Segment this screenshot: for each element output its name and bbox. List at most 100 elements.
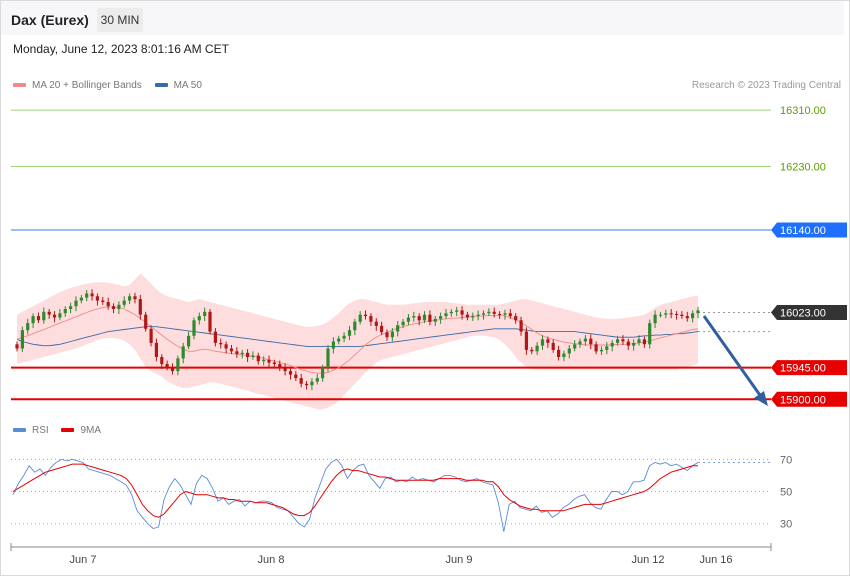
candle-body	[299, 378, 303, 384]
candle-body	[412, 316, 416, 318]
candle-body	[154, 342, 158, 357]
candle-body	[675, 314, 679, 315]
candle-body	[691, 313, 695, 319]
candle-body	[160, 357, 164, 365]
rsi-tick-label: 30	[780, 519, 792, 531]
candle-body	[503, 313, 507, 315]
candle-body	[610, 342, 614, 347]
candle-body	[26, 323, 30, 331]
candle-body	[658, 314, 663, 316]
legend-label-rsi: RSI	[32, 425, 49, 436]
candle-body	[374, 321, 378, 326]
candle-body	[251, 355, 255, 357]
candle-body	[106, 302, 110, 307]
candle-body	[278, 364, 282, 368]
candle-body	[481, 313, 486, 315]
candle-body	[192, 320, 196, 336]
candle-body	[347, 330, 352, 336]
candle-body	[353, 321, 357, 331]
candle-body	[133, 296, 137, 300]
candle-body	[122, 300, 126, 305]
candle-body	[52, 314, 57, 318]
candle-body	[63, 309, 67, 314]
candle-body	[47, 311, 51, 315]
candle-body	[594, 344, 598, 352]
time-tick-label: Jun 16	[699, 554, 732, 566]
candle-body	[439, 316, 443, 319]
candle-body	[315, 378, 319, 382]
candle-body	[203, 311, 207, 316]
level-tag-16140-00	[771, 222, 847, 238]
candle-body	[573, 344, 577, 349]
candle-body	[369, 316, 373, 322]
candle-body	[385, 332, 389, 338]
candle-body	[680, 314, 684, 317]
candle-body	[524, 331, 528, 350]
candle-body	[583, 338, 587, 342]
projection-arrow-head	[754, 391, 768, 406]
level-label-16230-00: 16230.00	[780, 162, 826, 174]
candle-body	[487, 311, 491, 314]
level-label-15900-00: 15900.00	[780, 394, 826, 406]
candle-body	[626, 341, 630, 346]
candle-body	[605, 346, 609, 350]
time-tick-label: Jun 12	[631, 554, 664, 566]
candle-body	[433, 318, 437, 322]
time-tick-label: Jun 8	[258, 554, 285, 566]
candle-body	[128, 296, 132, 301]
candle-body	[138, 299, 142, 315]
candle-body	[599, 349, 604, 352]
candle-body	[540, 339, 545, 346]
candle-body	[111, 306, 116, 309]
time-tick-label: Jun 9	[446, 554, 473, 566]
legend-label-rsi-ma: 9MA	[80, 425, 102, 436]
candle-body	[514, 316, 518, 321]
candle-body	[444, 313, 448, 317]
candle-body	[213, 331, 217, 343]
candle-body	[224, 344, 228, 349]
candle-body	[90, 293, 94, 297]
candle-body	[380, 325, 384, 333]
candle-body	[664, 313, 668, 315]
candle-body	[219, 342, 223, 345]
candle-body	[331, 341, 335, 349]
candle-body	[546, 339, 550, 343]
legend-main: MA 20 + Bollinger Bands MA 50	[13, 80, 202, 91]
candle-body	[476, 314, 480, 317]
candle-body	[498, 314, 502, 315]
level-tag-16023-00	[771, 305, 847, 321]
candle-body	[176, 358, 180, 372]
candle-body	[557, 349, 561, 357]
projection-arrow-shaft	[702, 315, 764, 399]
candle-body	[235, 351, 239, 355]
candle-body	[85, 293, 89, 298]
candle-body	[101, 300, 105, 302]
candle-body	[229, 348, 234, 352]
candle-body	[685, 316, 689, 319]
candle-body	[406, 317, 410, 322]
legend-swatch-rsi-ma	[61, 428, 75, 433]
candle-body	[15, 344, 19, 349]
candle-body	[530, 349, 534, 352]
candle-body	[165, 364, 169, 368]
candle-body	[246, 352, 250, 357]
candle-body	[197, 316, 201, 321]
candle-body	[562, 353, 566, 357]
rsi-tick-label: 70	[780, 454, 792, 466]
candle-body	[449, 311, 453, 314]
level-tag-15900-00	[771, 391, 847, 407]
interval-button[interactable]: 30 MIN	[97, 8, 143, 32]
candle-body	[696, 310, 700, 314]
candle-body	[621, 339, 625, 342]
candle-body	[117, 304, 121, 309]
legend-swatch-ma50	[154, 83, 168, 88]
candle-body	[589, 338, 593, 345]
legend-rsi: RSI 9MA	[13, 425, 101, 436]
candle-body	[321, 367, 325, 379]
candle-body	[519, 320, 523, 332]
candle-body	[578, 341, 582, 345]
candle-body	[144, 314, 148, 329]
candle-body	[240, 352, 244, 355]
legend-label-ma20: MA 20 + Bollinger Bands	[32, 80, 142, 91]
rsi-tick-label: 50	[780, 487, 792, 499]
